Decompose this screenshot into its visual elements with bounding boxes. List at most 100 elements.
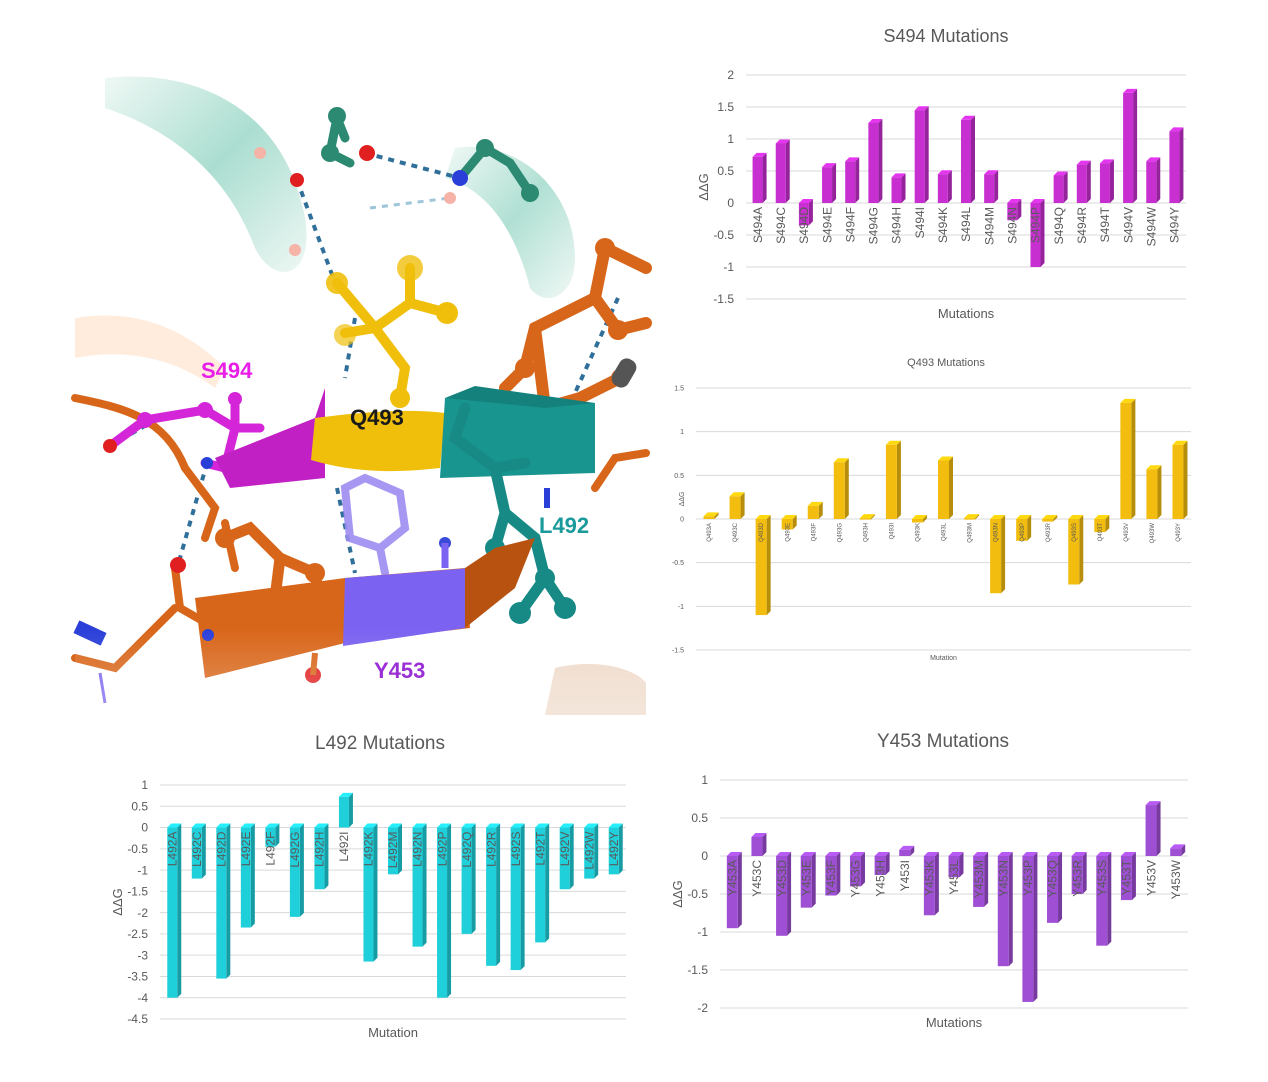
category-label: S494E xyxy=(820,207,834,243)
y-tick-label: 0.5 xyxy=(717,164,734,178)
category-label: S494L xyxy=(959,207,973,242)
bar-top xyxy=(885,440,901,445)
bar xyxy=(486,823,501,966)
category-label: L492E xyxy=(239,832,253,867)
y-tick-label: -4 xyxy=(137,991,148,1005)
chart-l492-svg: L492 Mutations 1 0.5 0 -0.5 -1 -1.5 -2 -2.5 -3 -3.… xyxy=(110,733,626,1040)
bar-side xyxy=(714,512,719,519)
bar-front xyxy=(388,827,398,875)
bar-side xyxy=(569,823,574,890)
x-axis-title: Mutation xyxy=(368,1025,418,1040)
bar-top xyxy=(167,823,182,828)
bar-front xyxy=(937,174,948,203)
category-label: S494A xyxy=(751,207,765,243)
bar xyxy=(265,823,280,847)
bar-side xyxy=(1063,171,1068,203)
y-tick-label: -0.5 xyxy=(687,887,708,901)
bar xyxy=(1068,515,1084,585)
bar xyxy=(885,440,901,519)
bar-front xyxy=(437,827,448,998)
bar xyxy=(1099,159,1114,203)
bar xyxy=(535,823,550,943)
category-label: S494F xyxy=(843,207,857,242)
y-tick-label: -2.5 xyxy=(127,927,148,941)
bar-top xyxy=(849,852,865,856)
bar xyxy=(807,501,823,519)
bar-top xyxy=(1123,88,1138,93)
bar-side xyxy=(373,823,378,962)
bar-top xyxy=(1047,852,1063,856)
bar xyxy=(997,852,1013,967)
bar-front xyxy=(1145,805,1157,856)
category-label: Q493D xyxy=(759,522,765,542)
label-l492: L492 xyxy=(539,513,589,538)
bar xyxy=(868,119,883,203)
bar-top xyxy=(1030,199,1045,203)
bar-side xyxy=(910,845,915,856)
bar-top xyxy=(412,823,427,828)
bar xyxy=(1071,852,1087,894)
y-tick-label: -1.5 xyxy=(713,292,734,306)
bar xyxy=(937,170,952,203)
bar-front xyxy=(1169,131,1180,203)
bar-top xyxy=(289,823,304,828)
bar-front xyxy=(1123,92,1134,203)
bar xyxy=(798,199,813,226)
bar-side xyxy=(1131,398,1136,519)
bar-top xyxy=(1145,801,1161,806)
bar-top xyxy=(388,823,402,828)
bar-front xyxy=(1099,163,1110,203)
category-label: L492T xyxy=(533,831,547,866)
bar xyxy=(240,823,255,928)
bar-side xyxy=(1157,465,1162,519)
bar xyxy=(899,845,915,856)
y-tick-label: -1 xyxy=(723,260,734,274)
y-tick-label: 2 xyxy=(727,68,734,82)
bar-front xyxy=(899,849,911,856)
bar-side xyxy=(924,106,929,203)
bar xyxy=(510,823,525,971)
category-label: Y453R xyxy=(1070,860,1084,897)
label-q493: Q493 xyxy=(350,405,404,430)
bar-side xyxy=(471,823,476,934)
bar xyxy=(1094,515,1110,533)
category-label: Q493R xyxy=(1046,522,1052,542)
category-label: S494Q xyxy=(1052,207,1066,244)
bar-front xyxy=(825,856,837,896)
bar-top xyxy=(825,852,841,856)
category-label: L492M xyxy=(386,832,400,869)
bar-side xyxy=(1017,199,1022,221)
x-axis-title: Mutation xyxy=(930,655,957,662)
bar-side xyxy=(1040,199,1045,267)
y-tick-label: -1.5 xyxy=(672,647,684,654)
bar-top xyxy=(990,515,1006,519)
bar xyxy=(822,163,837,203)
bar-front xyxy=(914,110,925,203)
bar-side xyxy=(860,852,865,887)
x-axis-title: Mutations xyxy=(926,1015,983,1030)
bar-front xyxy=(776,856,788,936)
bar-front xyxy=(984,174,995,203)
bar xyxy=(859,514,875,520)
bar xyxy=(990,515,1006,594)
bar-side xyxy=(947,170,952,203)
bar-side xyxy=(1008,852,1013,967)
bar xyxy=(1169,127,1184,203)
bar-front xyxy=(833,462,845,519)
bar-front xyxy=(891,177,902,203)
bar-side xyxy=(959,852,964,878)
bar-front xyxy=(859,518,871,520)
bar-front xyxy=(412,827,423,947)
bar-side xyxy=(994,170,999,203)
background-ribbon xyxy=(75,315,225,388)
bar-top xyxy=(1099,159,1114,164)
category-label: Q493V xyxy=(1124,523,1130,542)
bar-side xyxy=(766,515,771,616)
bar-front xyxy=(510,827,521,971)
x-axis-title: Mutations xyxy=(938,306,995,321)
bar-front xyxy=(1047,856,1059,923)
bar-side xyxy=(1079,515,1084,585)
bar-top xyxy=(1076,160,1091,165)
bar-top xyxy=(1170,844,1186,849)
bar-top xyxy=(800,852,816,856)
